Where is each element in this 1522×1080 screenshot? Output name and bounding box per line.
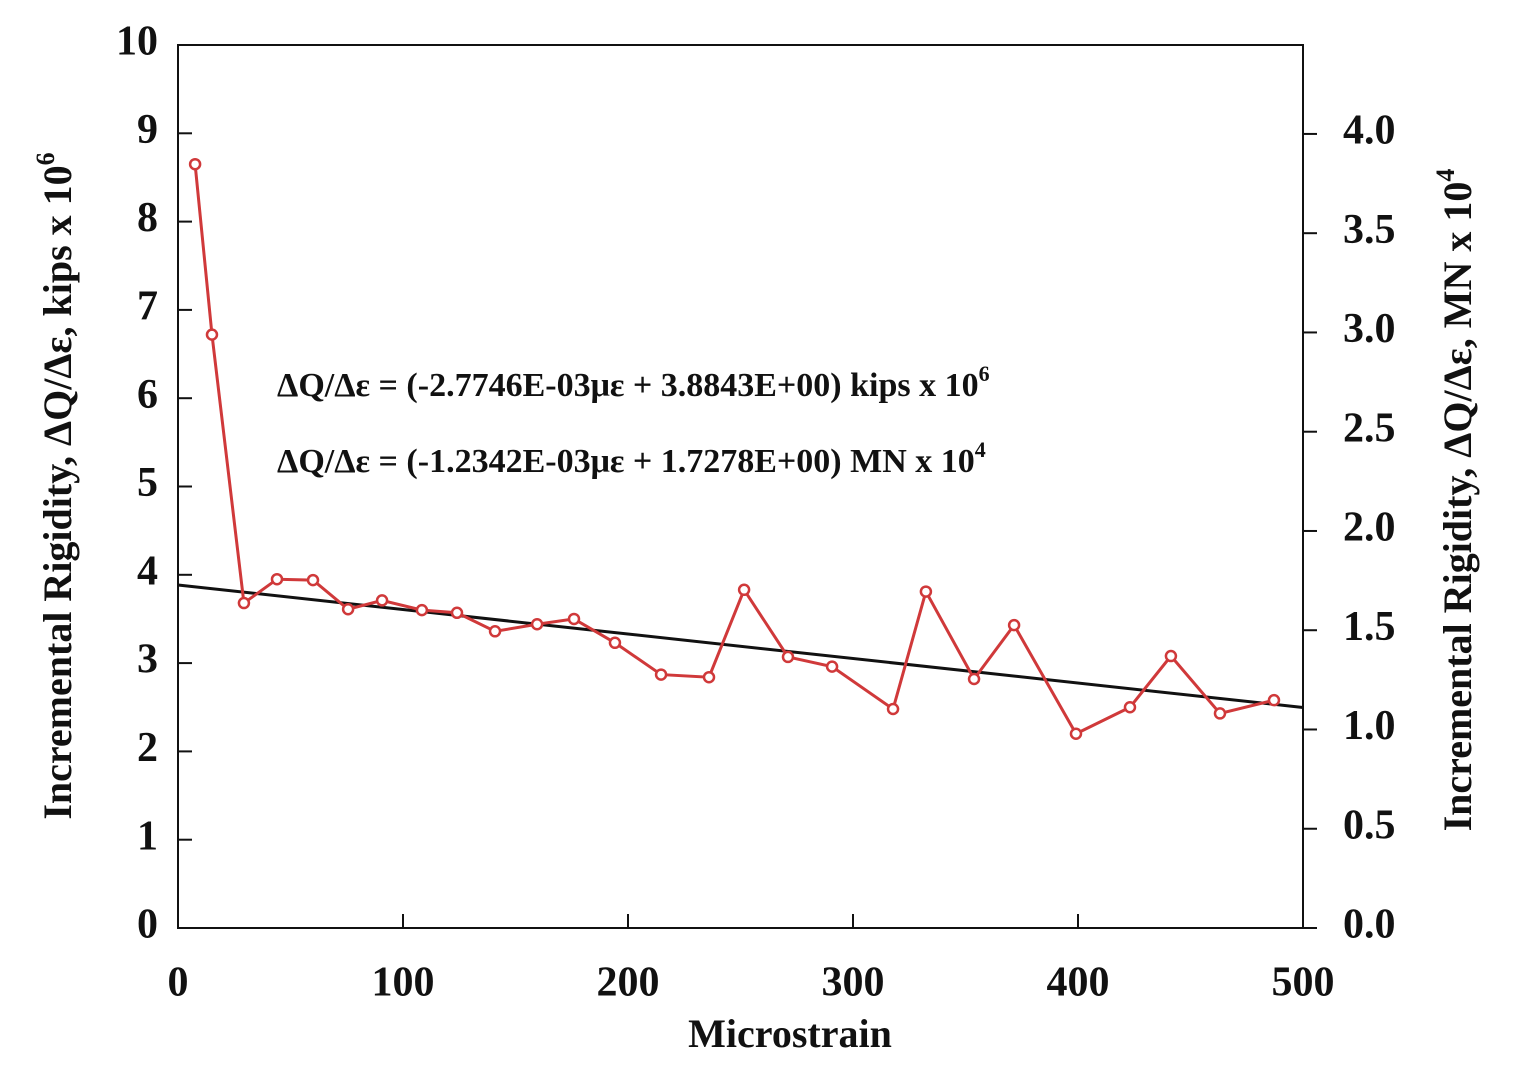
annotation: ΔQ/Δε = (-1.2342E-03με + 1.7278E+00) MN …	[277, 437, 986, 480]
x-tick-label: 200	[597, 960, 660, 1006]
annotation-text: ΔQ/Δε = (-2.7746E-03με + 3.8843E+00) kip…	[277, 367, 979, 404]
data-point	[737, 583, 751, 597]
y2-axis-title-text: Incremental Rigidity, ΔQ/Δε, MN x 10	[1435, 182, 1480, 832]
data-point	[188, 157, 202, 171]
data-point	[1069, 727, 1083, 740]
y-tick-label: 3	[137, 637, 158, 683]
y-tick-label: 8	[137, 195, 158, 241]
data-point	[375, 594, 389, 607]
y-tick-label: 5	[137, 460, 158, 506]
x-tick-label: 400	[1047, 960, 1110, 1006]
x-tick-label: 0	[168, 960, 189, 1006]
y-tick-label: 10	[116, 19, 158, 65]
y2-tick-label: 0.5	[1343, 802, 1396, 848]
data-point	[919, 585, 933, 598]
y-tick-label: 1	[137, 813, 158, 859]
y2-tick-label: 4.0	[1343, 108, 1396, 154]
data-point	[237, 596, 251, 610]
data-point	[530, 617, 544, 631]
x-tick-label: 100	[372, 960, 435, 1006]
x-tick-label: 300	[822, 960, 885, 1006]
data-point	[608, 636, 622, 650]
data-point	[450, 606, 464, 620]
data-point	[488, 625, 502, 638]
y-tick-label: 2	[137, 725, 158, 771]
data-point	[1164, 649, 1178, 663]
y2-tick-label: 1.0	[1343, 703, 1396, 749]
y2-tick-label: 3.5	[1343, 207, 1396, 253]
y-tick-label: 9	[137, 107, 158, 153]
data-point	[567, 612, 581, 626]
data-point	[1007, 618, 1021, 632]
data-point	[1267, 693, 1281, 707]
data-point	[702, 670, 716, 684]
data-point	[205, 328, 219, 341]
data-point	[1123, 701, 1137, 714]
y-axis-title-sup: 6	[31, 152, 60, 165]
y-tick-label: 0	[137, 902, 158, 948]
y-axis-title-text: Incremental Rigidity, ΔQ/Δε, kips x 10	[35, 165, 80, 819]
annotation: ΔQ/Δε = (-2.7746E-03με + 3.8843E+00) kip…	[277, 361, 990, 404]
y-tick-label: 7	[137, 284, 158, 330]
x-axis-title: Microstrain	[688, 1011, 892, 1056]
y2-tick-label: 0.0	[1343, 902, 1396, 948]
annotation-sup: 4	[975, 437, 986, 462]
annotation-sup: 6	[979, 361, 990, 386]
plot-frame	[177, 44, 1304, 929]
y-tick-label: 4	[137, 548, 158, 594]
data-point	[967, 672, 981, 686]
data-point	[781, 650, 795, 664]
data-point	[306, 573, 320, 587]
y-tick-label: 6	[137, 372, 158, 418]
y2-tick-label: 2.0	[1343, 505, 1396, 551]
data-point	[825, 660, 839, 673]
data-point	[654, 668, 668, 681]
y2-axis-title-sup: 4	[1431, 169, 1460, 182]
y2-axis-title: Incremental Rigidity, ΔQ/Δε, MN x 104	[1431, 169, 1480, 832]
data-point	[415, 603, 429, 617]
annotation-text: ΔQ/Δε = (-1.2342E-03με + 1.7278E+00) MN …	[277, 443, 975, 480]
data-point	[886, 702, 900, 716]
y-axis-title: Incremental Rigidity, ΔQ/Δε, kips x 106	[31, 152, 80, 819]
y2-tick-label: 2.5	[1343, 405, 1396, 451]
data-point	[341, 602, 355, 616]
y2-tick-label: 3.0	[1343, 306, 1396, 352]
y2-tick-label: 1.5	[1343, 604, 1396, 650]
x-tick-label: 500	[1272, 960, 1335, 1006]
data-point	[1213, 707, 1227, 720]
data-point	[270, 572, 284, 586]
